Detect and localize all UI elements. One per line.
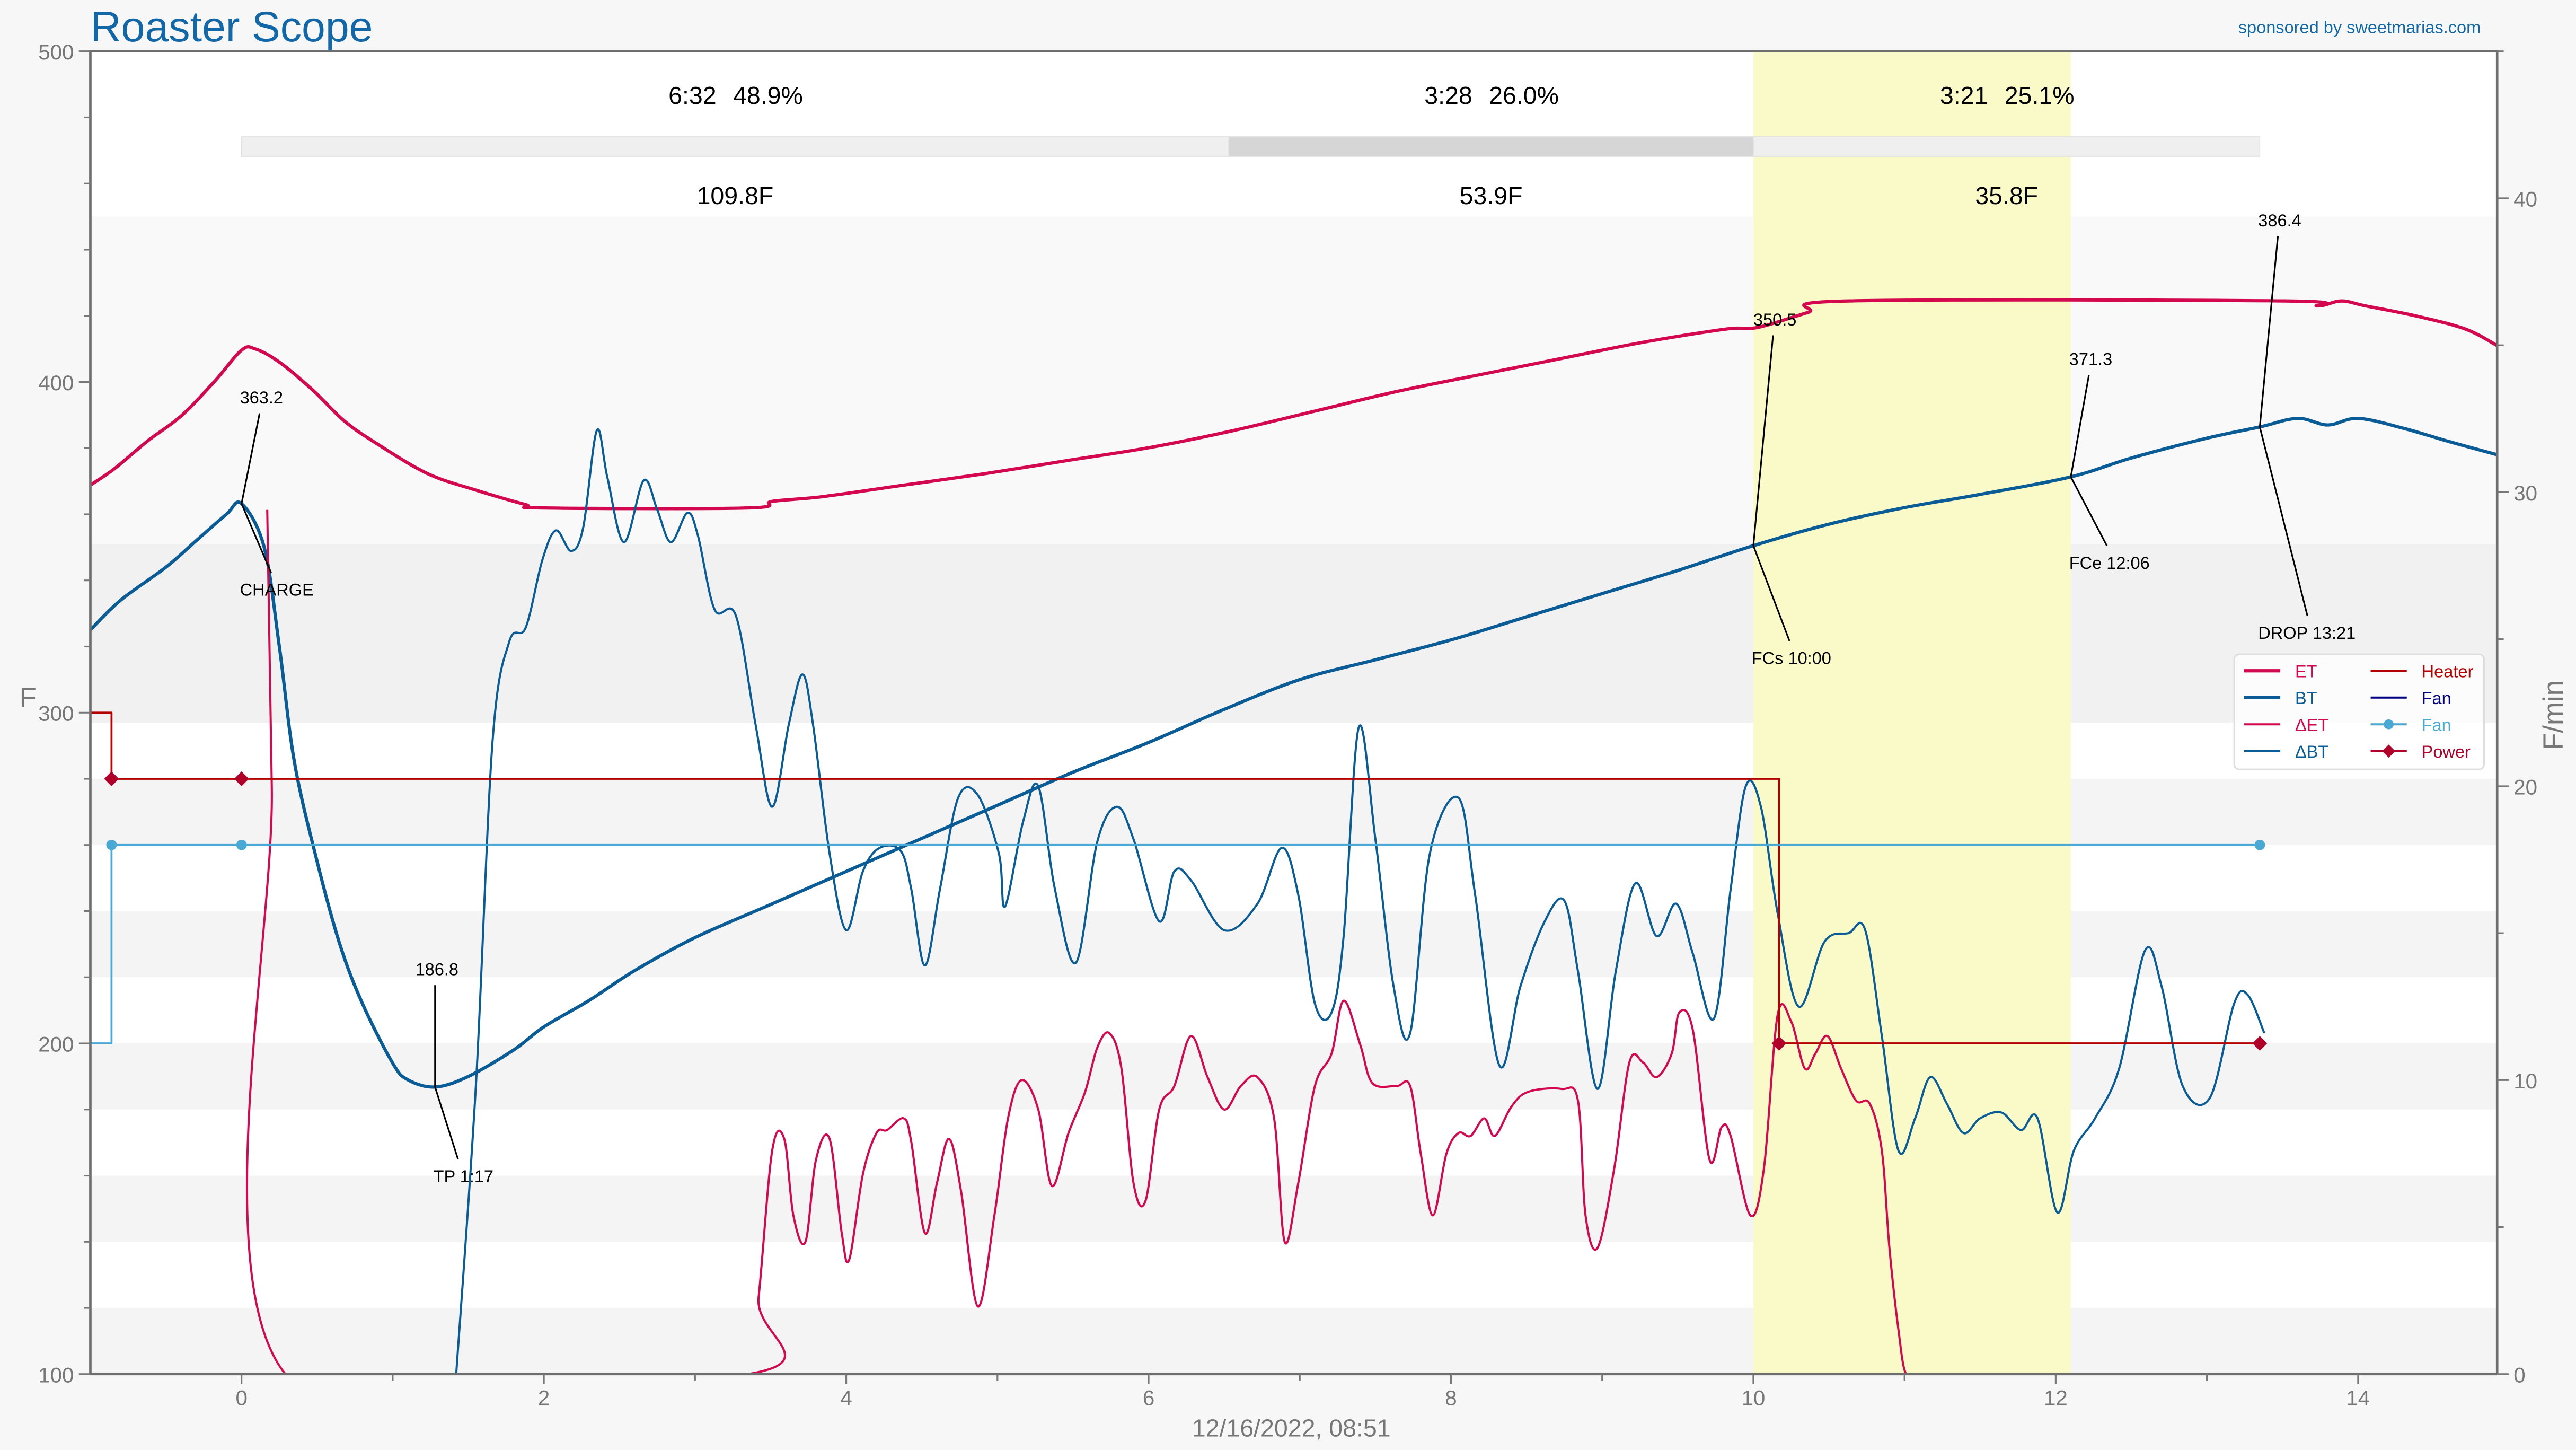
et-line (90, 298, 2498, 511)
background-bands (90, 216, 2498, 1374)
heater-line (90, 711, 2260, 1044)
chart-title: Roaster Scope (90, 3, 373, 51)
event-label: DROP 13:21 (2258, 623, 2356, 643)
x-tick-label: 4 (840, 1386, 852, 1410)
legend-item-bt[interactable]: BT (2244, 689, 2317, 708)
legend-label: Fan (2422, 689, 2451, 708)
legend-item-delta-bt[interactable]: ΔBT (2244, 742, 2329, 761)
fan-line (90, 843, 2260, 1044)
power-marker (234, 771, 249, 786)
phase-temp-rise: 53.9F (1460, 182, 1523, 209)
event-label: TP 1:17 (434, 1167, 493, 1186)
y-tick-label: 400 (38, 371, 74, 395)
series-layer (90, 298, 2498, 1374)
event-value: 186.8 (416, 960, 458, 979)
annotation-leader (2259, 236, 2279, 427)
phase-temp-rise: 109.8F (697, 182, 774, 209)
legend-marker-circle (2384, 719, 2394, 730)
y-axis-label: F (20, 682, 37, 713)
annotation-leader (1752, 545, 1790, 641)
legend-label: ΔBT (2295, 742, 2328, 761)
x-tick-label: 8 (1445, 1386, 1457, 1410)
legend-label: ΔET (2295, 716, 2328, 735)
annotation-leader (241, 503, 272, 573)
fan-marker (106, 839, 117, 850)
bt-line (90, 416, 2498, 1089)
event-annotations: 363.2 CHARGE 186.8 TP 1:17 350.5 FCs 10:00 371… (240, 211, 2356, 1186)
legend-label: ET (2295, 662, 2317, 681)
event-value: 363.2 (240, 388, 283, 407)
legend-label: Power (2422, 742, 2471, 761)
phase-bar-maillard (1228, 136, 1754, 157)
legend-box (2233, 653, 2485, 770)
legend-item-fan[interactable]: Fan (2370, 716, 2451, 735)
legend-label: BT (2295, 689, 2317, 708)
phase-time: 3:21 (1940, 82, 1988, 109)
annotation-leader (1752, 335, 1774, 546)
delta-bt-line (455, 428, 2265, 1374)
event-label: CHARGE (240, 581, 314, 600)
band-stripe (90, 1308, 2498, 1374)
x-tick-label: 10 (1742, 1386, 1766, 1410)
event-label: FCe 12:06 (2069, 553, 2150, 573)
y-tick-label: 200 (38, 1033, 74, 1057)
annotation-leader (2259, 426, 2308, 617)
first-crack-band (1753, 51, 2071, 1374)
sponsor-link[interactable]: sponsored by sweetmarias.com (2238, 18, 2481, 37)
legend-label: Heater (2422, 662, 2474, 681)
legend[interactable]: ET BT ΔET ΔBT Heater Fan Fan Power (2233, 653, 2485, 770)
annotation-leader (241, 413, 261, 504)
y2-axis-label: F/min (2538, 680, 2569, 750)
axes: 0 2 4 6 8 10 12 14 100 200 300 400 500 0 10 20 30 40 (38, 40, 2537, 1410)
y2-tick-label: 10 (2513, 1069, 2537, 1093)
phase-bar (241, 136, 2261, 157)
legend-item-fan[interactable]: Fan (2370, 689, 2451, 708)
power-marker (1771, 1036, 1787, 1051)
phase-stats: 6:32 48.9% 109.8F 3:28 26.0% 53.9F 3:21 25.1% 35… (668, 82, 2074, 209)
phase-time: 6:32 (668, 82, 716, 109)
band-stripe (90, 911, 2498, 978)
annotation-leader (2070, 476, 2108, 547)
band-stripe (90, 1043, 2498, 1110)
band-upper (90, 216, 2498, 544)
y-tick-label: 100 (38, 1363, 74, 1387)
event-value: 371.3 (2069, 350, 2112, 369)
legend-label: Fan (2422, 716, 2451, 735)
event-label: FCs 10:00 (1752, 648, 1831, 667)
fan-marker (2254, 839, 2265, 850)
fan-marker (236, 839, 247, 850)
delta-et-line (245, 509, 1920, 1374)
x-tick-label: 2 (538, 1386, 550, 1410)
x-tick-label: 0 (235, 1386, 247, 1410)
band-stripe (90, 779, 2498, 845)
legend-item-delta-et[interactable]: ΔET (2244, 716, 2329, 735)
phase-time: 3:28 (1424, 82, 1472, 109)
phase-percent: 26.0% (1489, 82, 1559, 109)
y2-tick-label: 30 (2513, 481, 2537, 505)
power-marker (104, 771, 119, 786)
annotation-leader (2070, 375, 2090, 477)
y-tick-label: 500 (38, 40, 74, 64)
event-value: 350.5 (1753, 310, 1796, 329)
phase-percent: 48.9% (733, 82, 803, 109)
phase-temp-rise: 35.8F (1975, 182, 2038, 209)
legend-item-heater[interactable]: Heater (2370, 662, 2474, 681)
y-tick-label: 300 (38, 702, 74, 726)
legend-item-et[interactable]: ET (2244, 662, 2317, 681)
band-middle (90, 544, 2498, 723)
phase-bar-development (1753, 136, 2261, 157)
y2-tick-label: 40 (2513, 187, 2537, 211)
event-value: 386.4 (2258, 211, 2301, 230)
x-tick-label: 14 (2346, 1386, 2370, 1410)
x-tick-label: 6 (1143, 1386, 1154, 1410)
phase-bar-drying (241, 136, 1229, 157)
annotation-leader (434, 1086, 459, 1160)
phase-percent: 25.1% (2005, 82, 2075, 109)
x-axis-label: 12/16/2022, 08:51 (1192, 1414, 1391, 1442)
y2-tick-label: 20 (2513, 775, 2537, 799)
y2-tick-label: 0 (2513, 1363, 2525, 1387)
x-tick-label: 12 (2044, 1386, 2068, 1410)
